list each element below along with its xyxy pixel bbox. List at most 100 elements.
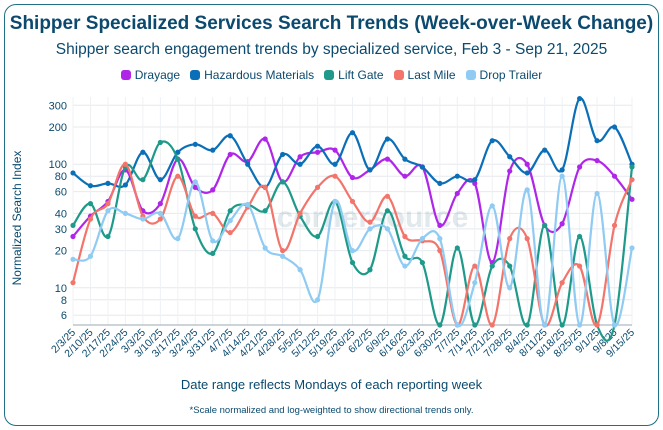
data-point-drop-trailer	[314, 297, 321, 303]
y-tick-label: 100	[49, 159, 67, 171]
data-point-last-mile	[262, 184, 268, 190]
data-point-lift-gate	[70, 222, 76, 228]
y-tick-label: 8	[61, 295, 67, 307]
data-point-last-mile	[70, 280, 76, 286]
y-tick-label: 20	[55, 246, 67, 258]
data-point-last-mile	[402, 233, 408, 240]
data-point-lift-gate	[314, 233, 321, 240]
data-point-last-mile	[576, 263, 583, 269]
data-point-hazardous-materials	[157, 177, 163, 183]
data-point-lift-gate	[454, 245, 460, 251]
data-point-last-mile	[297, 210, 303, 217]
y-tick-label: 60	[55, 187, 67, 199]
chart-card: Shipper Specialized Services Search Tren…	[4, 4, 659, 426]
data-point-drop-trailer	[157, 210, 163, 217]
data-point-hazardous-materials	[542, 147, 548, 153]
legend-item[interactable]: Last Mile	[393, 68, 456, 82]
legend-label: Drop Trailer	[479, 68, 543, 82]
data-point-last-mile	[105, 201, 111, 207]
data-point-drayage	[524, 161, 530, 167]
data-point-lift-gate	[489, 263, 495, 269]
x-axis-label: Date range reflects Mondays of each repo…	[180, 377, 483, 392]
data-point-drop-trailer	[367, 226, 373, 232]
data-point-lift-gate	[105, 233, 111, 240]
data-point-last-mile	[349, 198, 356, 205]
legend-item[interactable]: Drayage	[120, 68, 180, 82]
data-point-lift-gate	[559, 322, 565, 328]
data-point-drayage	[594, 157, 600, 164]
data-point-lift-gate	[157, 139, 163, 146]
data-point-drayage	[332, 147, 338, 153]
data-point-lift-gate	[280, 179, 286, 185]
data-point-drop-trailer	[192, 179, 198, 185]
data-point-drayage	[192, 184, 198, 190]
data-point-drop-trailer	[507, 285, 513, 291]
data-point-drayage	[402, 173, 408, 179]
data-point-hazardous-materials	[507, 154, 513, 160]
data-point-drayage	[454, 190, 460, 197]
data-point-drop-trailer	[576, 322, 583, 328]
legend-label: Hazardous Materials	[204, 68, 315, 82]
data-point-drop-trailer	[384, 226, 391, 232]
data-point-hazardous-materials	[559, 167, 565, 173]
y-tick-label: 6	[61, 310, 67, 322]
data-point-drayage	[384, 156, 391, 162]
data-point-last-mile	[559, 280, 565, 286]
data-point-hazardous-materials	[140, 149, 146, 155]
data-point-hazardous-materials	[576, 95, 583, 102]
data-point-drop-trailer	[402, 263, 408, 269]
data-point-hazardous-materials	[70, 170, 76, 176]
data-point-hazardous-materials	[245, 161, 251, 167]
legend-swatch	[190, 70, 201, 80]
data-point-last-mile	[157, 216, 163, 222]
data-point-drayage	[437, 222, 443, 228]
data-point-drop-trailer	[629, 245, 635, 251]
data-point-drayage	[157, 201, 163, 207]
legend-item[interactable]: Drop Trailer	[465, 68, 543, 82]
data-point-lift-gate	[542, 222, 548, 228]
data-point-lift-gate	[384, 208, 391, 214]
chart-plot: 68102030406080100200300cornersource2/3/2…	[49, 95, 637, 360]
data-point-last-mile	[192, 213, 198, 219]
data-point-hazardous-materials	[454, 173, 460, 179]
data-point-last-mile	[507, 236, 513, 242]
data-point-hazardous-materials	[349, 130, 356, 136]
y-tick-label: 40	[55, 208, 67, 220]
data-point-last-mile	[210, 210, 216, 217]
data-point-drop-trailer	[472, 280, 478, 286]
data-point-last-mile	[524, 236, 530, 242]
data-point-hazardous-materials	[419, 164, 425, 170]
data-point-drop-trailer	[210, 238, 216, 244]
data-point-drayage	[559, 221, 565, 227]
data-point-drop-trailer	[594, 190, 600, 197]
legend-item[interactable]: Hazardous Materials	[190, 68, 314, 82]
data-point-last-mile	[332, 173, 338, 179]
chart-footnote: *Scale normalized and log-weighted to sh…	[189, 405, 474, 416]
legend-label: Lift Gate	[338, 68, 384, 82]
data-point-hazardous-materials	[297, 161, 303, 167]
data-point-hazardous-materials	[524, 170, 530, 176]
data-point-hazardous-materials	[402, 156, 408, 162]
data-point-drayage	[297, 154, 303, 160]
data-point-lift-gate	[140, 177, 146, 183]
data-point-lift-gate	[210, 250, 216, 256]
data-point-drop-trailer	[349, 248, 356, 254]
legend-item[interactable]: Lift Gate	[324, 68, 384, 82]
data-point-lift-gate	[402, 253, 408, 259]
data-point-lift-gate	[87, 201, 94, 207]
data-point-drayage	[227, 151, 233, 158]
data-point-drop-trailer	[262, 245, 268, 251]
data-point-drop-trailer	[105, 208, 111, 214]
data-point-last-mile	[384, 193, 391, 199]
data-point-last-mile	[472, 263, 478, 269]
data-point-drop-trailer	[419, 236, 425, 242]
y-tick-label: 300	[49, 100, 67, 112]
data-point-drop-trailer	[140, 216, 146, 222]
data-point-drayage	[314, 149, 321, 155]
data-point-last-mile	[122, 161, 129, 167]
data-point-lift-gate	[367, 267, 373, 273]
data-point-lift-gate	[507, 263, 513, 269]
legend-swatch	[465, 70, 476, 80]
y-tick-label: 10	[55, 283, 67, 295]
data-point-lift-gate	[524, 322, 530, 328]
